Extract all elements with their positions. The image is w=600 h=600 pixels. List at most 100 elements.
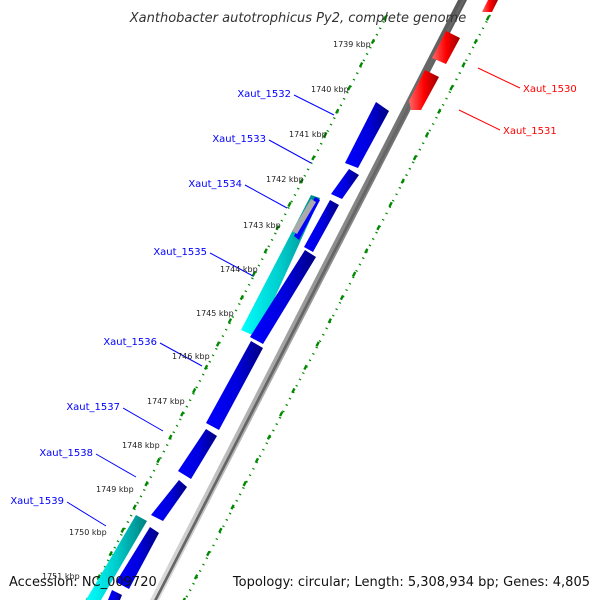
inner-major-tick (339, 294, 345, 301)
inner-major-tick (315, 341, 320, 347)
genome-summary: Topology: circular; Length: 5,308,934 bp… (232, 575, 590, 590)
inner-major-tick (485, 15, 491, 21)
outer-major-tick (239, 294, 245, 301)
gene-label-xaut-1532: Xaut_1532 (237, 89, 291, 100)
gene-xaut-1534 (294, 197, 320, 240)
tick-label: 1743 kbp (243, 221, 281, 230)
inner-major-tick (412, 155, 418, 161)
gene-label-xaut-1538: Xaut_1538 (39, 448, 93, 459)
tick-label: 1750 kbp (69, 528, 107, 537)
accession-label: Accession: NC_009720 (9, 575, 157, 590)
tick-label: 1746 kbp (172, 352, 210, 361)
feature-block (86, 515, 147, 600)
outer-major-tick (144, 481, 149, 487)
outer-major-tick (311, 155, 316, 161)
leader-xaut-1536 (159, 342, 203, 367)
gene-xaut-1534-shadow (292, 199, 316, 234)
plus-strand-gene (178, 429, 217, 479)
inner-major-tick (388, 201, 393, 208)
tick-label: 1742 kbp (266, 175, 304, 184)
outer-major-tick (120, 527, 125, 534)
outer-major-tick (382, 15, 388, 21)
inner-major-tick (461, 62, 466, 68)
outer-major-tick (358, 62, 364, 68)
gene-label-xaut-1536: Xaut_1536 (103, 337, 157, 348)
outer-major-tick (335, 108, 340, 114)
tick-dot-tracks (85, 14, 492, 600)
inner-major-tick (254, 457, 260, 464)
leader-xaut-1535 (209, 252, 254, 277)
plus-strand-gene (206, 341, 263, 430)
outer-tick-track (86, 14, 389, 600)
outer-major-tick (203, 364, 209, 371)
gene-xaut-1531 (409, 70, 439, 110)
outer-major-tick (370, 38, 376, 45)
gene-track (108, 0, 498, 600)
gene-xaut-1530-tail (482, 0, 498, 12)
inner-major-tick (364, 248, 369, 254)
inner-major-tick (449, 85, 454, 91)
tick-label: 1744 kbp (220, 265, 258, 274)
gene-label-xaut-1531: Xaut_1531 (503, 126, 557, 137)
outer-major-tick (346, 85, 352, 91)
tick-label: 1741 kbp (289, 130, 327, 139)
backbone-shadow (154, 0, 465, 600)
tick-label: 1745 kbp (196, 309, 234, 318)
gene-label-xaut-1530: Xaut_1530 (523, 84, 577, 95)
outer-major-tick (156, 457, 161, 464)
outer-major-tick (263, 248, 268, 254)
plus-strand-gene (304, 200, 339, 252)
inner-major-tick (206, 550, 211, 557)
outer-major-tick (96, 574, 101, 580)
outer-major-tick (108, 550, 113, 557)
inner-major-tick (303, 364, 308, 371)
plus-strand-gene (151, 480, 187, 521)
inner-major-tick (376, 224, 381, 231)
inner-major-tick (437, 108, 442, 114)
leader-xaut-1537 (122, 407, 164, 432)
leader-xaut-1534 (244, 184, 288, 209)
plus-strand-gene (250, 250, 316, 344)
genome-title: Xanthobacter autotrophicus Py2, complete… (129, 11, 466, 26)
leader-xaut-1532 (293, 94, 335, 116)
inner-major-tick (182, 597, 187, 600)
inner-major-tick (351, 271, 357, 277)
leader-xaut-1531 (458, 109, 501, 131)
leader-xaut-1538 (95, 453, 137, 478)
inner-major-tick (327, 318, 332, 324)
outer-major-tick (180, 411, 185, 417)
inner-major-tick (400, 178, 405, 184)
tick-label: 1748 kbp (122, 441, 160, 450)
inner-major-tick (242, 481, 247, 487)
outer-major-tick (275, 224, 280, 231)
outer-major-tick (215, 341, 221, 347)
outer-major-tick (192, 387, 197, 394)
inner-major-tick (230, 504, 235, 510)
tick-label: 1740 kbp (311, 85, 349, 94)
tick-label: 1739 kbp (333, 40, 371, 49)
inner-tick-track (183, 14, 492, 600)
tick-label: 1749 kbp (96, 485, 134, 494)
gene-label-xaut-1533: Xaut_1533 (212, 134, 266, 145)
plus-strand-gene (331, 169, 359, 199)
gene-label-xaut-1537: Xaut_1537 (66, 402, 120, 413)
tick-labels: 1739 kbp 1740 kbp 1741 kbp 1742 kbp 1743 kbp… (42, 40, 371, 581)
leader-xaut-1533 (268, 139, 312, 164)
outer-major-tick (299, 178, 304, 184)
tick-label: 1751 kbp (42, 572, 80, 581)
tick-label: 1747 kbp (147, 397, 185, 406)
label-leaders (66, 67, 521, 527)
plus-strand-gene (108, 590, 122, 600)
inner-major-tick (424, 131, 430, 138)
gene-labels: Xaut_1530 Xaut_1531 Xaut_1532 Xaut_1533 Xaut… (10, 84, 576, 507)
inner-major-tick (218, 527, 223, 534)
gene-label-xaut-1535: Xaut_1535 (153, 247, 207, 258)
inner-major-tick (266, 434, 272, 440)
outer-major-tick (168, 434, 173, 440)
inner-major-tick (473, 38, 478, 45)
inner-major-tick (291, 387, 296, 394)
leader-xaut-1539 (66, 501, 107, 527)
plus-strand-gene (116, 527, 159, 589)
leader-xaut-1530 (477, 67, 521, 89)
